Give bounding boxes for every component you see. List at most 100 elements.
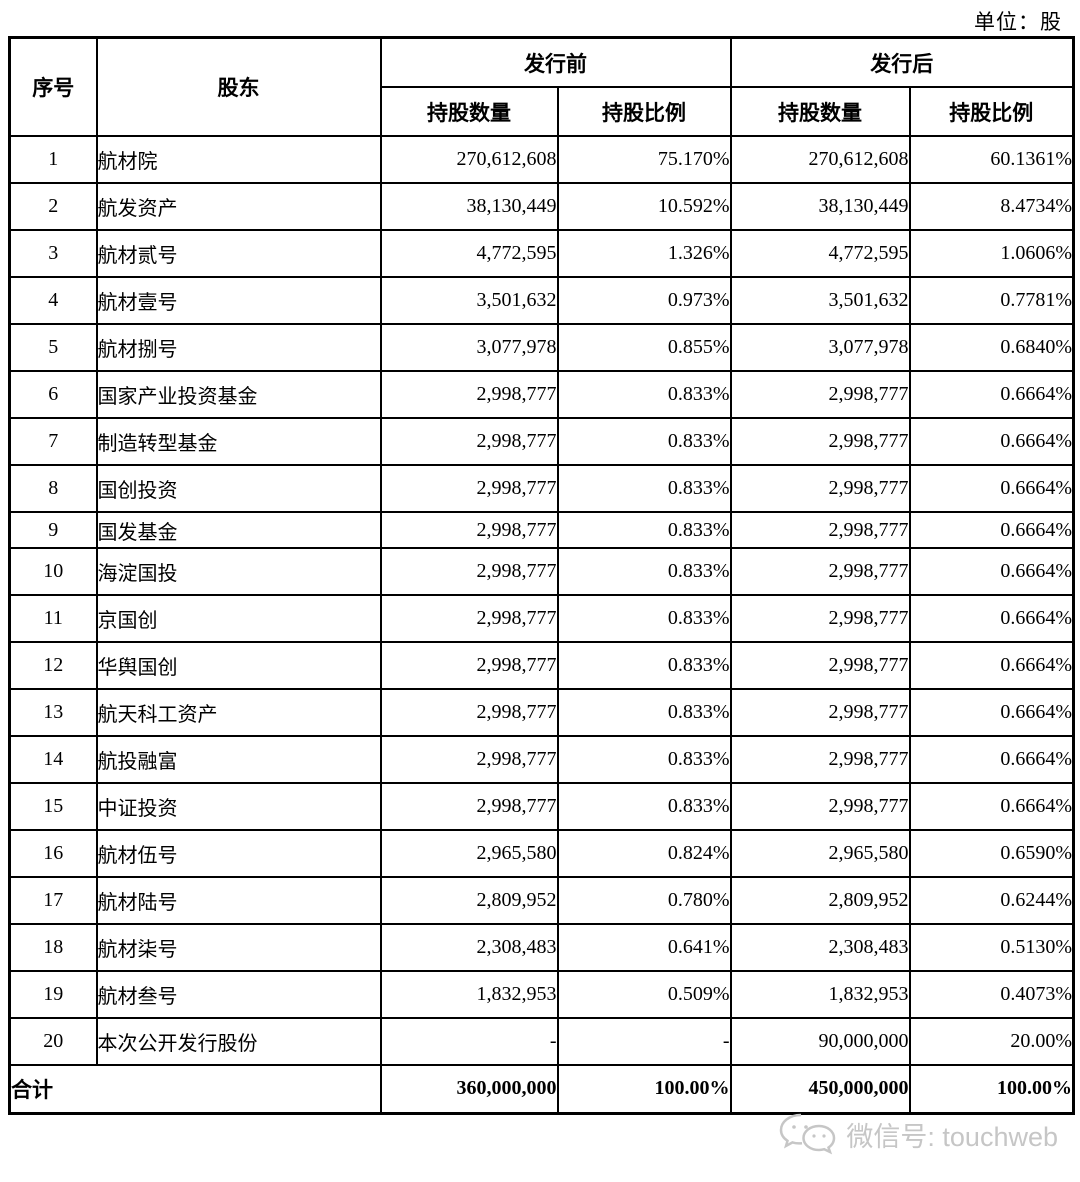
table-row: 4 航材壹号 3,501,632 0.973% 3,501,632 0.7781… <box>8 276 1075 325</box>
header-ratio-after: 持股比例 <box>908 86 1075 137</box>
row-shares-before: 3,501,632 <box>379 276 559 325</box>
row-index: 8 <box>8 464 98 513</box>
row-shareholder-name: 航材伍号 <box>95 829 382 878</box>
header-ratio-before: 持股比例 <box>556 86 732 137</box>
header-group-after: 发行后 <box>729 36 1075 88</box>
table-row: 11 京国创 2,998,777 0.833% 2,998,777 0.6664… <box>8 594 1075 643</box>
row-shares-after: 2,308,483 <box>729 923 911 972</box>
total-shares-after: 450,000,000 <box>729 1064 911 1114</box>
row-index: 19 <box>8 970 98 1019</box>
header-index: 序号 <box>8 36 98 137</box>
total-label: 合计 <box>8 1064 382 1114</box>
row-index: 6 <box>8 370 98 419</box>
row-shares-before: 2,998,777 <box>379 547 559 596</box>
row-shareholder-name: 京国创 <box>95 594 382 643</box>
row-ratio-after: 0.6664% <box>908 641 1075 690</box>
row-index: 18 <box>8 923 98 972</box>
row-ratio-before: 0.833% <box>556 370 732 419</box>
table-row: 15 中证投资 2,998,777 0.833% 2,998,777 0.666… <box>8 782 1075 831</box>
row-index: 2 <box>8 182 98 231</box>
header-group-before: 发行前 <box>379 36 732 88</box>
row-ratio-before: 0.973% <box>556 276 732 325</box>
row-ratio-after: 0.4073% <box>908 970 1075 1019</box>
table-row: 9 国发基金 2,998,777 0.833% 2,998,777 0.6664… <box>8 511 1075 549</box>
row-shareholder-name: 本次公开发行股份 <box>95 1017 382 1066</box>
row-shareholder-name: 制造转型基金 <box>95 417 382 466</box>
total-ratio-after: 100.00% <box>908 1064 1075 1114</box>
row-index: 20 <box>8 1017 98 1066</box>
row-shareholder-name: 航天科工资产 <box>95 688 382 737</box>
row-shares-before: 2,308,483 <box>379 923 559 972</box>
row-index: 7 <box>8 417 98 466</box>
watermark: 微信号: touchweb <box>778 1112 1058 1156</box>
row-shares-before: 2,998,777 <box>379 511 559 549</box>
row-shares-before: 2,998,777 <box>379 688 559 737</box>
row-ratio-before: 0.824% <box>556 829 732 878</box>
row-shares-before: 2,965,580 <box>379 829 559 878</box>
row-shareholder-name: 航材院 <box>95 135 382 184</box>
row-shares-after: 2,998,777 <box>729 594 911 643</box>
unit-label: 单位：股 <box>974 10 1062 34</box>
row-shareholder-name: 国发基金 <box>95 511 382 549</box>
row-shares-before: 3,077,978 <box>379 323 559 372</box>
row-shares-before: 1,832,953 <box>379 970 559 1019</box>
row-ratio-after: 0.7781% <box>908 276 1075 325</box>
row-shares-after: 2,998,777 <box>729 370 911 419</box>
row-shares-before: 2,809,952 <box>379 876 559 925</box>
row-ratio-after: 20.00% <box>908 1017 1075 1066</box>
row-index: 1 <box>8 135 98 184</box>
header-shareholder: 股东 <box>95 36 382 137</box>
row-shares-before: 2,998,777 <box>379 594 559 643</box>
total-row: 合计 360,000,000 100.00% 450,000,000 100.0… <box>8 1064 1075 1114</box>
row-ratio-after: 0.6590% <box>908 829 1075 878</box>
row-index: 10 <box>8 547 98 596</box>
table-row: 2 航发资产 38,130,449 10.592% 38,130,449 8.4… <box>8 182 1075 231</box>
row-ratio-before: 0.509% <box>556 970 732 1019</box>
row-ratio-after: 0.6664% <box>908 464 1075 513</box>
row-shares-before: 2,998,777 <box>379 464 559 513</box>
row-shares-after: 90,000,000 <box>729 1017 911 1066</box>
row-shareholder-name: 航材贰号 <box>95 229 382 278</box>
table-row: 20 本次公开发行股份 - - 90,000,000 20.00% <box>8 1017 1075 1066</box>
row-shares-after: 3,077,978 <box>729 323 911 372</box>
row-ratio-after: 8.4734% <box>908 182 1075 231</box>
row-index: 11 <box>8 594 98 643</box>
row-shareholder-name: 国家产业投资基金 <box>95 370 382 419</box>
total-ratio-before: 100.00% <box>556 1064 732 1114</box>
row-shareholder-name: 航材叁号 <box>95 970 382 1019</box>
row-shares-before: 2,998,777 <box>379 417 559 466</box>
row-shares-after: 2,965,580 <box>729 829 911 878</box>
row-shares-after: 2,998,777 <box>729 641 911 690</box>
row-shares-before: 2,998,777 <box>379 641 559 690</box>
row-shares-before: 38,130,449 <box>379 182 559 231</box>
row-ratio-before: 0.833% <box>556 547 732 596</box>
row-ratio-before: 0.855% <box>556 323 732 372</box>
row-ratio-before: 1.326% <box>556 229 732 278</box>
row-shares-after: 270,612,608 <box>729 135 911 184</box>
table-header: 序号 股东 发行前 发行后 持股数量 持股比例 持股数量 持股比例 <box>8 36 1075 137</box>
row-ratio-after: 0.6664% <box>908 370 1075 419</box>
row-ratio-before: 75.170% <box>556 135 732 184</box>
row-shareholder-name: 海淀国投 <box>95 547 382 596</box>
table-row: 8 国创投资 2,998,777 0.833% 2,998,777 0.6664… <box>8 464 1075 513</box>
row-index: 16 <box>8 829 98 878</box>
row-ratio-after: 0.5130% <box>908 923 1075 972</box>
row-shares-after: 2,998,777 <box>729 464 911 513</box>
row-shares-after: 2,998,777 <box>729 511 911 549</box>
row-ratio-after: 0.6244% <box>908 876 1075 925</box>
row-shares-before: 2,998,777 <box>379 370 559 419</box>
watermark-text: 微信号: touchweb <box>846 1121 1058 1152</box>
row-ratio-after: 0.6840% <box>908 323 1075 372</box>
row-ratio-before: 0.833% <box>556 735 732 784</box>
table-row: 14 航投融富 2,998,777 0.833% 2,998,777 0.666… <box>8 735 1075 784</box>
row-shares-after: 38,130,449 <box>729 182 911 231</box>
table-row: 13 航天科工资产 2,998,777 0.833% 2,998,777 0.6… <box>8 688 1075 737</box>
row-index: 4 <box>8 276 98 325</box>
row-shareholder-name: 航发资产 <box>95 182 382 231</box>
row-shareholder-name: 航材捌号 <box>95 323 382 372</box>
row-ratio-before: 10.592% <box>556 182 732 231</box>
row-index: 9 <box>8 511 98 549</box>
row-index: 14 <box>8 735 98 784</box>
row-ratio-after: 0.6664% <box>908 547 1075 596</box>
table-row: 3 航材贰号 4,772,595 1.326% 4,772,595 1.0606… <box>8 229 1075 278</box>
